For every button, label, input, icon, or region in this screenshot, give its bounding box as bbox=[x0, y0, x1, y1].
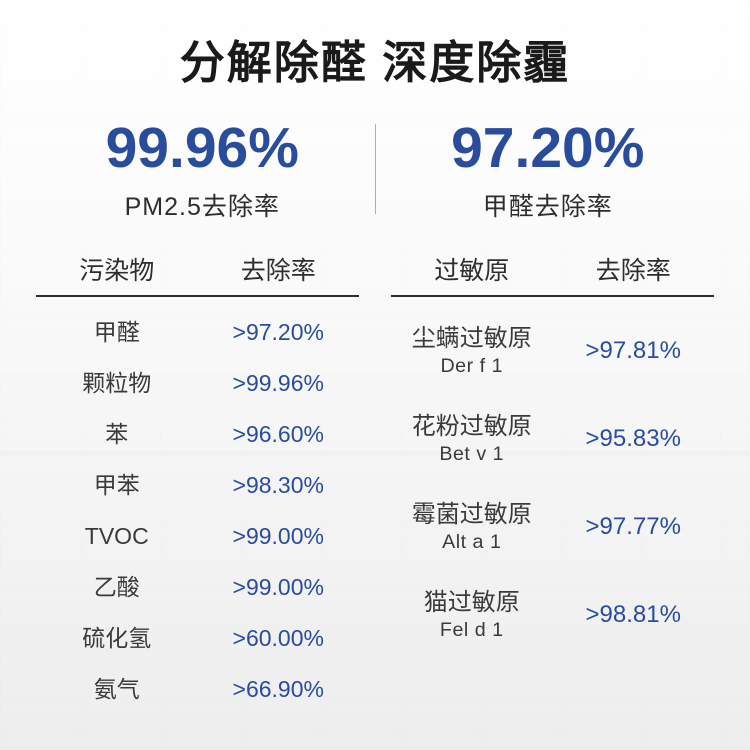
table-row: 花粉过敏原Bet v 1>95.83% bbox=[391, 395, 714, 483]
table-row: 霉菌过敏原Alt a 1>97.77% bbox=[391, 483, 714, 571]
stat-pm25: 99.96% PM2.5去除率 bbox=[30, 115, 375, 223]
table-header-row: 污染物 去除率 bbox=[36, 251, 359, 297]
table-row: 甲醛>97.20% bbox=[36, 307, 359, 358]
main-title: 分解除醛 深度除霾 bbox=[30, 26, 720, 91]
removal-rate: >99.96% bbox=[198, 370, 360, 397]
table-header: 去除率 bbox=[198, 251, 360, 287]
allergen-name: 霉菌过敏原Alt a 1 bbox=[391, 500, 553, 555]
tables-row: 污染物 去除率 甲醛>97.20%颗粒物>99.96%苯>96.60%甲苯>98… bbox=[30, 251, 720, 715]
table-row: 硫化氢>60.00% bbox=[36, 613, 359, 664]
allergen-table: 过敏原 去除率 尘螨过敏原Der f 1>97.81%花粉过敏原Bet v 1>… bbox=[391, 251, 714, 715]
stat-value: 99.96% bbox=[40, 115, 365, 181]
pollutant-name: 苯 bbox=[36, 420, 198, 449]
stats-row: 99.96% PM2.5去除率 97.20% 甲醛去除率 bbox=[30, 115, 720, 223]
table-row: TVOC>99.00% bbox=[36, 511, 359, 562]
allergen-name: 尘螨过敏原Der f 1 bbox=[391, 324, 553, 379]
removal-rate: >97.20% bbox=[198, 319, 360, 346]
stat-label: PM2.5去除率 bbox=[40, 187, 365, 223]
removal-rate: >96.60% bbox=[198, 421, 360, 448]
allergen-name: 花粉过敏原Bet v 1 bbox=[391, 412, 553, 467]
removal-rate: >97.81% bbox=[553, 337, 715, 365]
table-row: 苯>96.60% bbox=[36, 409, 359, 460]
removal-rate: >98.81% bbox=[553, 601, 715, 629]
pollutant-name: 氨气 bbox=[36, 675, 198, 704]
stat-formaldehyde: 97.20% 甲醛去除率 bbox=[376, 115, 721, 223]
removal-rate: >60.00% bbox=[198, 625, 360, 652]
removal-rate: >98.30% bbox=[198, 472, 360, 499]
table-header: 去除率 bbox=[553, 251, 715, 287]
stat-value: 97.20% bbox=[386, 115, 711, 181]
table-header: 污染物 bbox=[36, 251, 198, 287]
pollutant-name: 颗粒物 bbox=[36, 369, 198, 398]
removal-rate: >66.90% bbox=[198, 676, 360, 703]
table-row: 猫过敏原Fel d 1>98.81% bbox=[391, 571, 714, 659]
removal-rate: >99.00% bbox=[198, 523, 360, 550]
pollutant-name: 甲醛 bbox=[36, 318, 198, 347]
table-row: 氨气>66.90% bbox=[36, 664, 359, 715]
table-row: 颗粒物>99.96% bbox=[36, 358, 359, 409]
allergen-name: 猫过敏原Fel d 1 bbox=[391, 588, 553, 643]
divider-vertical bbox=[375, 124, 376, 214]
stat-label: 甲醛去除率 bbox=[386, 187, 711, 223]
table-header: 过敏原 bbox=[391, 251, 553, 287]
table-row: 甲苯>98.30% bbox=[36, 460, 359, 511]
pollutant-table: 污染物 去除率 甲醛>97.20%颗粒物>99.96%苯>96.60%甲苯>98… bbox=[36, 251, 359, 715]
table-header-row: 过敏原 去除率 bbox=[391, 251, 714, 297]
table-row: 尘螨过敏原Der f 1>97.81% bbox=[391, 307, 714, 395]
pollutant-name: TVOC bbox=[36, 522, 198, 551]
removal-rate: >97.77% bbox=[553, 513, 715, 541]
pollutant-name: 硫化氢 bbox=[36, 624, 198, 653]
removal-rate: >99.00% bbox=[198, 574, 360, 601]
pollutant-name: 甲苯 bbox=[36, 471, 198, 500]
pollutant-name: 乙酸 bbox=[36, 573, 198, 602]
removal-rate: >95.83% bbox=[553, 425, 715, 453]
table-row: 乙酸>99.00% bbox=[36, 562, 359, 613]
